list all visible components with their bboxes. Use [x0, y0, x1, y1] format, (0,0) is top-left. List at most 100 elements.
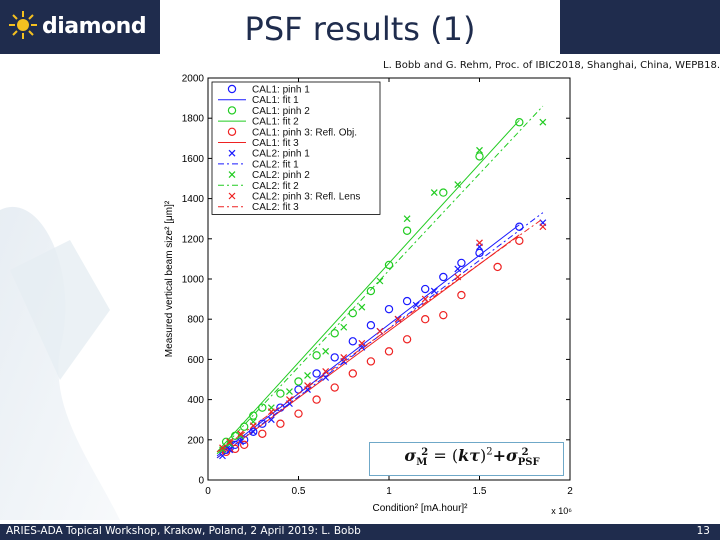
data-point — [219, 446, 226, 454]
data-point — [294, 377, 303, 386]
header-bar: diamond PSF results (1) — [0, 0, 720, 54]
data-point — [312, 369, 321, 378]
legend-marker — [228, 149, 236, 157]
legend-label: CAL1: pinh 2 — [252, 106, 310, 117]
formula-box: σM2 = (kτ)2+σPSF2 — [369, 442, 564, 476]
x-tick-label: 1.5 — [473, 486, 487, 497]
series-11 — [216, 218, 544, 453]
data-point — [304, 372, 311, 379]
legend-label: CAL2: fit 2 — [252, 181, 299, 192]
data-point — [454, 265, 462, 273]
diamond-logo: diamond — [8, 10, 158, 46]
formula-sq: 2 — [486, 446, 493, 458]
y-tick-label: 1800 — [182, 114, 205, 125]
data-point — [312, 395, 321, 404]
series-9 — [216, 105, 544, 455]
data-point — [330, 329, 339, 338]
legend-label: CAL2: fit 3 — [252, 202, 299, 213]
legend-marker — [227, 106, 237, 115]
data-point — [237, 438, 245, 446]
data-point — [294, 409, 303, 418]
legend-label: CAL2: pinh 2 — [252, 170, 310, 181]
data-point — [239, 440, 249, 450]
y-tick-label: 800 — [187, 315, 204, 326]
data-point — [421, 314, 430, 324]
legend-marker — [227, 84, 237, 94]
data-point — [366, 321, 376, 330]
data-point — [304, 382, 311, 389]
data-point — [402, 335, 412, 344]
footer-text: ARIES-ADA Topical Workshop, Krakow, Pola… — [6, 525, 361, 537]
data-point — [454, 181, 462, 188]
data-point — [322, 347, 330, 355]
data-point — [376, 327, 384, 335]
data-point — [312, 351, 321, 360]
data-point — [457, 290, 466, 300]
formula-plus-sigma: +σ — [492, 446, 518, 465]
formula-sup-m: 2 — [421, 446, 429, 458]
legend-label: CAL2: fit 1 — [252, 159, 299, 170]
y-tick-label: 1000 — [182, 275, 205, 286]
formula-eq: = ( — [428, 446, 459, 465]
data-point — [384, 304, 394, 314]
legend-label: CAL1: pinh 3: Refl. Obj. — [252, 127, 357, 138]
data-point — [226, 438, 234, 446]
diamond-sun-icon — [9, 11, 37, 39]
citation: L. Bobb and G. Rehm, Proc. of IBIC2018, … — [383, 60, 720, 71]
data-point — [258, 429, 267, 438]
data-point — [403, 215, 411, 223]
data-point — [286, 388, 293, 395]
y-tick-label: 0 — [198, 476, 204, 487]
fit-line — [216, 119, 520, 453]
legend-label: CAL2: pinh 3: Refl. Lens — [252, 192, 360, 203]
series-3 — [216, 119, 520, 453]
data-point — [539, 118, 547, 126]
data-point — [439, 272, 448, 282]
footer-bar: ARIES-ADA Topical Workshop, Krakow, Pola… — [0, 524, 720, 540]
formula-sigma-m: σ — [404, 446, 417, 465]
fit-line — [216, 218, 544, 453]
data-point — [384, 347, 394, 356]
data-point — [421, 284, 430, 294]
y-tick-label: 1200 — [182, 234, 205, 245]
series-4 — [221, 236, 524, 457]
formula-ktau: kτ — [458, 446, 480, 465]
y-tick-label: 400 — [187, 395, 204, 406]
data-point — [476, 239, 483, 247]
data-point — [340, 323, 348, 331]
data-point — [366, 286, 376, 296]
data-point — [348, 337, 357, 346]
y-axis-label: Measured vertical beam size² [μm]² — [164, 200, 175, 357]
page-number: 13 — [696, 525, 710, 537]
data-point — [358, 303, 366, 311]
data-point — [348, 369, 357, 378]
y-tick-label: 2000 — [182, 74, 205, 85]
data-point — [421, 295, 429, 303]
data-point — [376, 277, 384, 285]
data-point — [457, 258, 466, 268]
data-point — [439, 188, 448, 197]
series-layer — [216, 105, 547, 460]
formula-close: ) — [479, 446, 487, 465]
logo-text: diamond — [42, 14, 147, 39]
series-7 — [216, 212, 544, 459]
data-point — [358, 339, 366, 347]
legend-box — [211, 81, 381, 215]
data-point — [276, 389, 285, 398]
data-point — [226, 446, 234, 454]
data-point — [237, 430, 245, 438]
x-multiplier: x 10⁶ — [551, 506, 572, 516]
legend-label: CAL1: fit 2 — [252, 117, 299, 128]
y-tick-label: 1400 — [182, 194, 205, 205]
formula-sub-psf: PSF — [517, 457, 540, 469]
fit-line — [216, 212, 544, 459]
legend-label: CAL1: fit 1 — [252, 95, 299, 106]
x-tick-label: 0.5 — [292, 486, 306, 497]
data-point — [330, 383, 339, 392]
data-point — [366, 357, 376, 366]
data-point — [515, 118, 524, 127]
data-point — [219, 452, 226, 460]
legend-marker — [228, 192, 236, 200]
data-point — [384, 260, 394, 270]
